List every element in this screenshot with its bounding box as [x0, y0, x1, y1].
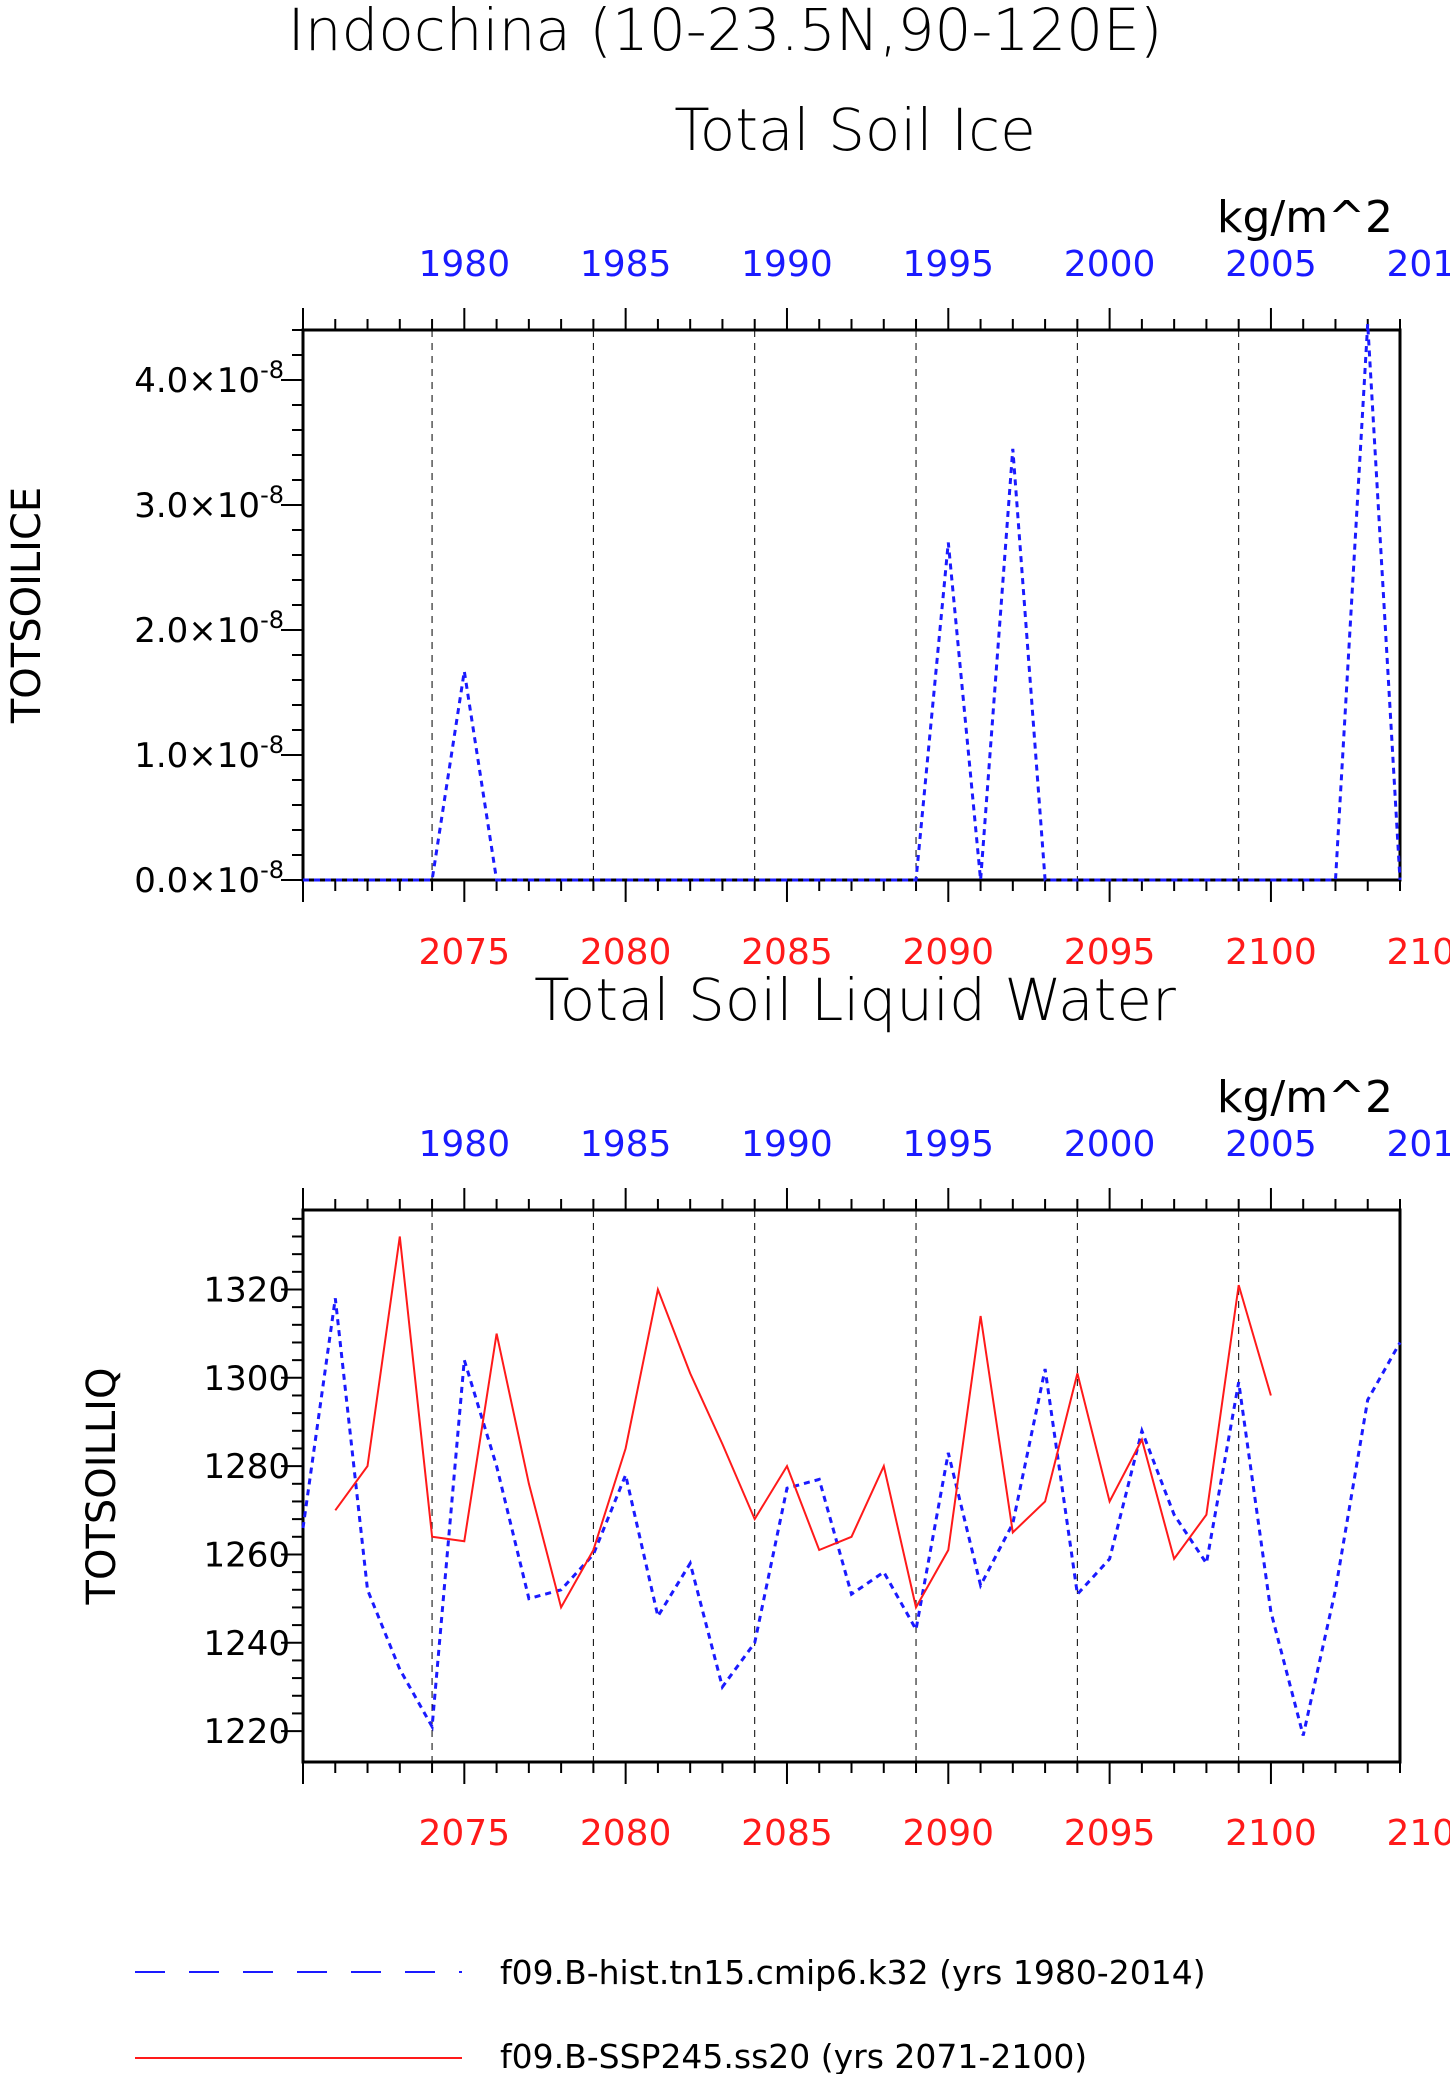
bottom-axis-label: 2100 [1225, 1813, 1317, 1854]
y-axis-label: 3.0×10-8 [134, 481, 284, 526]
bottom-axis-label: 2090 [902, 932, 994, 973]
bottom-axis-label: 2095 [1064, 932, 1156, 973]
y-axis-label: 1220 [203, 1712, 290, 1752]
ssp-series-line [334, 1236, 1272, 1611]
top-axis-label: 1990 [741, 244, 833, 285]
top-axis-label: 1985 [580, 244, 672, 285]
panel-title: Total Soil Liquid Water [534, 966, 1176, 1034]
top-axis-label: 1985 [580, 1124, 672, 1165]
plot-frame [301, 328, 1402, 882]
plot-frame [301, 1208, 1402, 1764]
legend-hist-label: f09.B-hist.tn15.cmip6.k32 (yrs 1980-2014… [500, 1953, 1206, 1992]
y-axis-label: 1300 [203, 1359, 290, 1399]
soil-ice-panel: Total Soil Ice kg/m^2 1980 1985 1990 1995 2000… [4, 96, 1450, 973]
top-axis-label: 2005 [1225, 244, 1317, 285]
y-axis-label: 1240 [203, 1624, 290, 1664]
legend-ssp-label: f09.B-SSP245.ss20 (yrs 2071-2100) [500, 2037, 1087, 2074]
top-axis-label: 1980 [419, 1124, 511, 1165]
y-axis-label: 2.0×10-8 [134, 606, 284, 651]
bottom-axis-label: 2080 [580, 932, 672, 973]
top-axis-label: 2000 [1064, 244, 1156, 285]
bottom-axis-label: 2105 [1386, 1813, 1450, 1854]
hist-series-line [301, 1298, 1402, 1736]
units-label: kg/m^2 [1217, 192, 1393, 243]
bottom-axis-label: 2075 [419, 1813, 511, 1854]
bottom-axis-label: 2075 [419, 932, 511, 973]
y-axis-label: 1260 [203, 1535, 290, 1575]
y-axis-label: 1280 [203, 1447, 290, 1487]
bottom-axis-label: 2095 [1064, 1813, 1156, 1854]
page-title: Indochina (10-23.5N,90-120E) [288, 0, 1163, 64]
bottom-axis-label: 2085 [741, 932, 833, 973]
y-axis-label: 4.0×10-8 [134, 356, 284, 401]
top-axis-label: 1990 [741, 1124, 833, 1165]
y-axis-label: 0.0×10-8 [134, 856, 284, 901]
hist-series-line [303, 323, 1402, 882]
legend: f09.B-hist.tn15.cmip6.k32 (yrs 1980-2014… [135, 1953, 1206, 2074]
bottom-axis-label: 2105 [1386, 932, 1450, 973]
top-axis-label: 2005 [1225, 1124, 1317, 1165]
top-axis-label: 1995 [902, 1124, 994, 1165]
bottom-axis-label: 2085 [741, 1813, 833, 1854]
top-axis-label: 2010 [1386, 244, 1450, 285]
units-label: kg/m^2 [1217, 1072, 1393, 1123]
bottom-axis-label: 2100 [1225, 932, 1317, 973]
y-axis-label: 1.0×10-8 [134, 731, 284, 776]
y-axis-label: 1320 [203, 1270, 290, 1310]
y-axis-title: TOTSOILICE [4, 487, 50, 724]
soil-liquid-panel: Total Soil Liquid Water kg/m^2 1980 1985 199… [79, 966, 1450, 1854]
panel-title: Total Soil Ice [674, 96, 1036, 164]
top-axis-label: 1980 [419, 244, 511, 285]
top-axis-label: 2000 [1064, 1124, 1156, 1165]
bottom-axis-label: 2080 [580, 1813, 672, 1854]
top-axis-label: 1995 [902, 244, 994, 285]
y-axis-title: TOTSOILLIQ [79, 1368, 125, 1606]
bottom-axis-label: 2090 [902, 1813, 994, 1854]
top-axis-label: 2010 [1386, 1124, 1450, 1165]
